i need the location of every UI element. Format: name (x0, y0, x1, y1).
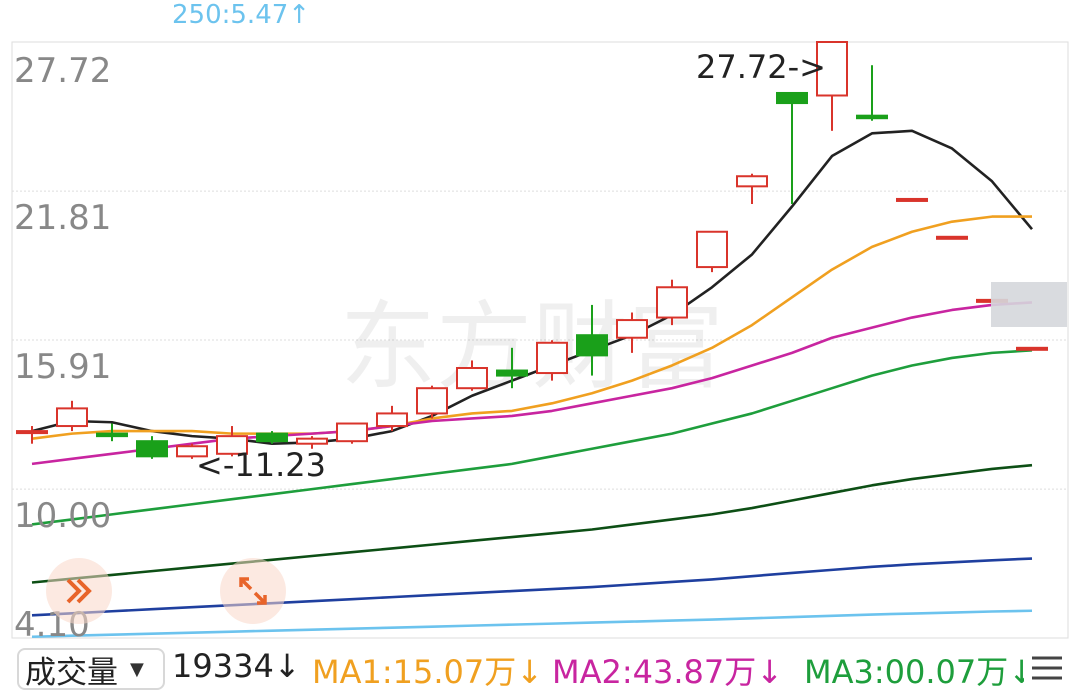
candle (616, 312, 648, 353)
candle (96, 423, 128, 442)
candle (256, 431, 288, 444)
candle (296, 436, 328, 449)
candle (776, 91, 808, 204)
fullscreen-button[interactable] (220, 558, 286, 624)
ma-line (31, 215, 1032, 440)
ma-line (31, 349, 1033, 526)
ma-line (31, 609, 1033, 639)
candle (136, 436, 168, 459)
candle (576, 304, 608, 376)
candle (336, 422, 368, 444)
ma3-legend-clip: MA3:00.07万↓ (804, 645, 1024, 697)
grid-layer (11, 41, 1069, 639)
max-price-label: 27.72-> (696, 48, 826, 86)
candle (496, 347, 528, 389)
menu-icon[interactable] (1030, 655, 1064, 681)
ma-line (31, 129, 1033, 446)
volume-select-label: 成交量 (25, 654, 118, 691)
candle (16, 426, 48, 444)
candle (176, 443, 208, 459)
candle (56, 400, 88, 432)
candle (376, 405, 408, 432)
candle (1016, 346, 1048, 351)
price-marker (991, 282, 1067, 327)
candle (416, 385, 448, 419)
ma-line (31, 557, 1033, 617)
y-tick-label: 27.72 (14, 51, 111, 91)
volume-select[interactable]: 成交量 ▼ (17, 648, 165, 691)
expand-button[interactable] (46, 558, 112, 624)
candle (696, 230, 728, 273)
fullscreen-arrows-icon (239, 577, 267, 605)
candle (216, 426, 248, 457)
candle (456, 360, 488, 391)
candle (736, 173, 768, 204)
candle (536, 340, 568, 381)
indicator-bar: 成交量 ▼ 19334↓ MA1:15.07万↓ MA2:43.87万↓ MA3… (0, 645, 1080, 697)
ma-line (31, 301, 1033, 466)
y-tick-label: 21.81 (14, 198, 111, 238)
candle (936, 235, 968, 240)
ma-line (31, 463, 1033, 584)
candle (816, 41, 848, 131)
double-chevron-right-icon (66, 578, 92, 604)
moving-average-lines (31, 129, 1033, 639)
candle (856, 65, 888, 121)
candles (16, 41, 1048, 459)
ma250-indicator: 250:5.47↑ (172, 0, 311, 30)
volume-value: 19334↓ (172, 647, 301, 685)
ma1-legend: MA1:15.07万↓ (312, 653, 544, 691)
min-price-label: <-11.23 (196, 446, 326, 484)
candle (896, 197, 928, 202)
candle (656, 279, 688, 326)
ma2-legend: MA2:43.87万↓ (552, 653, 784, 691)
y-tick-label: 10.00 (14, 496, 111, 536)
y-tick-label: 15.91 (14, 347, 111, 387)
ma3-legend: MA3:00.07万↓ (804, 653, 1024, 691)
caret-down-icon: ▼ (130, 658, 144, 680)
